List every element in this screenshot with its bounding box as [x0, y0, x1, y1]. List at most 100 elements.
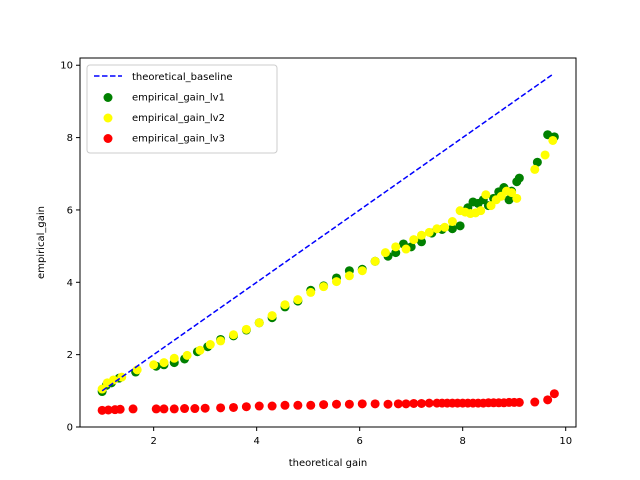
point-empirical_gain_lv3 [128, 404, 138, 414]
legend-entry-label: empirical_gain_lv2 [132, 113, 225, 124]
point-empirical_gain_lv3 [169, 404, 179, 414]
point-empirical_gain_lv3 [216, 403, 226, 413]
point-empirical_gain_lv2 [149, 360, 159, 370]
point-empirical_gain_lv2 [254, 318, 264, 328]
point-empirical_gain_lv3 [306, 400, 316, 410]
point-empirical_gain_lv3 [267, 401, 277, 411]
point-empirical_gain_lv2 [530, 164, 540, 174]
point-empirical_gain_lv3 [370, 399, 380, 409]
point-empirical_gain_lv2 [512, 193, 522, 203]
point-empirical_gain_lv2 [486, 201, 496, 211]
point-empirical_gain_lv3 [549, 389, 559, 399]
point-empirical_gain_lv3 [151, 404, 161, 414]
point-empirical_gain_lv3 [424, 398, 434, 408]
point-empirical_gain_lv2 [432, 224, 442, 234]
y-tick-label: 10 [60, 61, 73, 72]
x-tick-label: 2 [150, 436, 156, 447]
point-empirical_gain_lv2 [357, 266, 367, 276]
point-empirical_gain_lv2 [409, 235, 419, 245]
x-tick-label: 6 [356, 436, 362, 447]
series-empirical_gain_lv3 [97, 389, 559, 415]
point-empirical_gain_lv3 [357, 399, 367, 409]
point-empirical_gain_lv3 [543, 395, 553, 405]
y-axis-label: empirical_gain [36, 206, 47, 279]
point-empirical_gain_lv2 [447, 217, 457, 227]
point-empirical_gain_lv2 [117, 372, 127, 382]
line-theoretical_baseline [101, 73, 554, 392]
point-empirical_gain_lv2 [370, 256, 380, 266]
legend-entry-label: empirical_gain_lv1 [132, 93, 225, 104]
point-empirical_gain_lv2 [476, 206, 486, 216]
point-empirical_gain_lv3 [293, 400, 303, 410]
series-empirical_gain_lv2 [97, 135, 558, 394]
point-empirical_gain_lv2 [267, 311, 277, 321]
x-tick-label: 8 [459, 436, 465, 447]
y-tick-label: 0 [67, 423, 73, 434]
point-empirical_gain_lv1 [514, 173, 524, 183]
legend-box [86, 64, 278, 154]
point-empirical_gain_lv3 [200, 403, 210, 413]
point-empirical_gain_lv2 [241, 324, 251, 334]
legend-entry-label: empirical_gain_lv3 [132, 134, 225, 145]
point-empirical_gain_lv2 [391, 242, 401, 252]
point-empirical_gain_lv2 [228, 330, 238, 340]
x-axis-label: theoretical gain [289, 458, 367, 469]
point-empirical_gain_lv2 [380, 248, 390, 258]
point-empirical_gain_lv3 [383, 399, 393, 409]
point-empirical_gain_lv3 [180, 404, 190, 414]
point-empirical_gain_lv2 [507, 188, 517, 198]
point-empirical_gain_lv2 [205, 340, 215, 350]
point-empirical_gain_lv3 [228, 402, 238, 412]
point-empirical_gain_lv2 [195, 345, 205, 355]
legend-point-marker [103, 113, 113, 123]
point-empirical_gain_lv1 [447, 224, 457, 234]
point-empirical_gain_lv2 [344, 271, 354, 281]
point-empirical_gain_lv3 [254, 401, 264, 411]
y-tick-label: 6 [67, 205, 73, 216]
axes: 2 4 6 8 10 0 2 4 6 8 10 [60, 61, 572, 447]
point-empirical_gain_lv3 [103, 405, 113, 415]
point-empirical_gain_lv2 [424, 227, 434, 237]
x-tick-label: 4 [253, 436, 259, 447]
point-empirical_gain_lv2 [319, 282, 329, 292]
legend-point-marker [103, 134, 113, 143]
x-tick-label: 10 [559, 436, 572, 447]
legend-point-marker [103, 93, 113, 102]
point-empirical_gain_lv2 [306, 287, 316, 297]
point-empirical_gain_lv2 [216, 336, 226, 346]
y-tick-label: 2 [67, 350, 73, 361]
point-empirical_gain_lv2 [293, 295, 303, 305]
point-empirical_gain_lv3 [401, 399, 411, 409]
point-empirical_gain_lv2 [108, 375, 118, 385]
point-empirical_gain_lv2 [401, 244, 411, 254]
point-empirical_gain_lv3 [115, 404, 125, 414]
point-empirical_gain_lv3 [319, 400, 329, 410]
point-empirical_gain_lv3 [280, 400, 290, 410]
data-marks [97, 73, 559, 415]
point-empirical_gain_lv3 [514, 397, 524, 407]
point-empirical_gain_lv2 [280, 300, 290, 310]
point-empirical_gain_lv2 [331, 277, 341, 287]
point-empirical_gain_lv1 [455, 221, 465, 231]
point-empirical_gain_lv1 [532, 157, 542, 167]
point-empirical_gain_lv2 [548, 135, 558, 145]
point-empirical_gain_lv3 [393, 399, 403, 409]
point-empirical_gain_lv2 [540, 150, 550, 160]
point-empirical_gain_lv1 [416, 237, 426, 247]
legend: theoretical_baseline empirical_gain_lv1em… [86, 64, 278, 154]
point-empirical_gain_lv2 [169, 353, 179, 363]
point-empirical_gain_lv2 [416, 230, 426, 240]
point-empirical_gain_lv3 [416, 398, 426, 408]
point-empirical_gain_lv2 [182, 350, 192, 360]
y-tick-label: 8 [67, 133, 73, 144]
point-empirical_gain_lv1 [504, 195, 514, 205]
plot-frame [79, 57, 577, 428]
point-empirical_gain_lv3 [241, 402, 251, 412]
point-empirical_gain_lv3 [190, 404, 200, 414]
point-empirical_gain_lv2 [159, 358, 169, 368]
point-empirical_gain_lv2 [481, 190, 491, 200]
point-empirical_gain_lv3 [159, 404, 169, 414]
point-empirical_gain_lv3 [331, 399, 341, 409]
point-empirical_gain_lv3 [409, 398, 419, 408]
